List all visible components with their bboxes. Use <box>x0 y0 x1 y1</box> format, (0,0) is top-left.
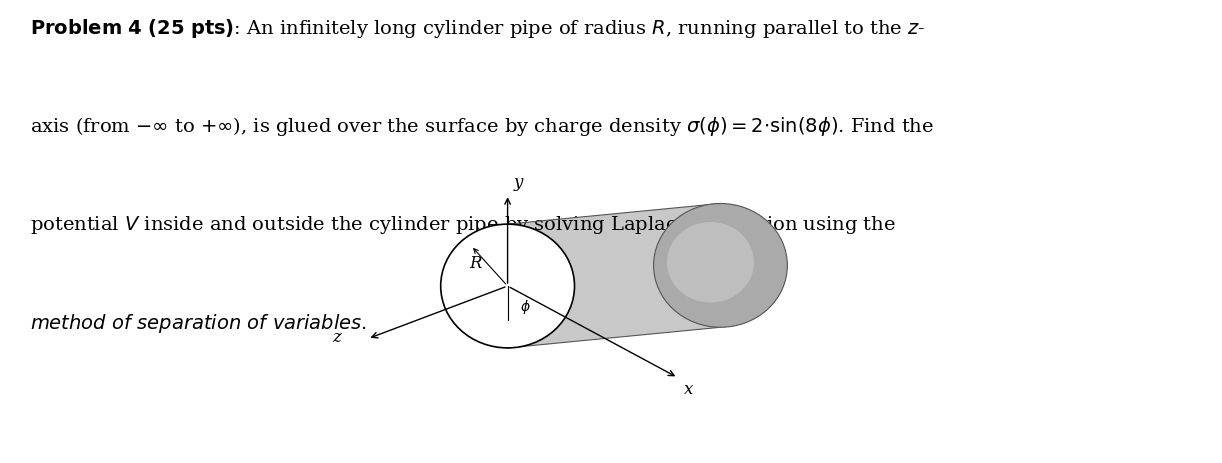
Ellipse shape <box>654 204 787 327</box>
Text: axis (from $-\infty$ to $+\infty$), is glued over the surface by charge density : axis (from $-\infty$ to $+\infty$), is g… <box>29 115 934 138</box>
Polygon shape <box>507 204 787 348</box>
Text: z: z <box>332 328 341 345</box>
Text: R: R <box>469 254 481 271</box>
Text: potential $V$ inside and outside the cylinder pipe by solving Laplace’s equation: potential $V$ inside and outside the cyl… <box>29 213 896 235</box>
Text: y: y <box>513 173 523 190</box>
Ellipse shape <box>441 225 574 348</box>
Text: $\mathbf{Problem\ 4\ (25\ pts)}$: An infinitely long cylinder pipe of radius $R$: $\mathbf{Problem\ 4\ (25\ pts)}$: An inf… <box>29 17 925 39</box>
Ellipse shape <box>667 223 754 303</box>
Text: $\phi$: $\phi$ <box>519 298 530 316</box>
Text: $\mathit{method\ of\ separation\ of\ variables}.$: $\mathit{method\ of\ separation\ of\ var… <box>29 312 367 334</box>
Text: x: x <box>684 380 693 397</box>
